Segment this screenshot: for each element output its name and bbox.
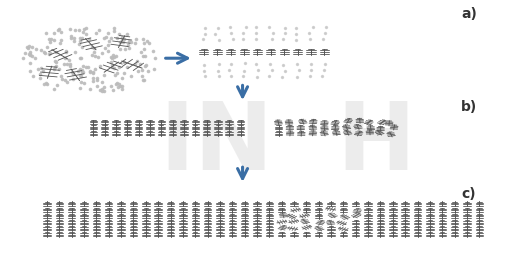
Text: b): b) (461, 100, 477, 114)
Text: a): a) (461, 7, 477, 21)
Text: c): c) (461, 187, 476, 201)
Text: IN: IN (160, 98, 274, 190)
Text: H: H (337, 98, 416, 190)
